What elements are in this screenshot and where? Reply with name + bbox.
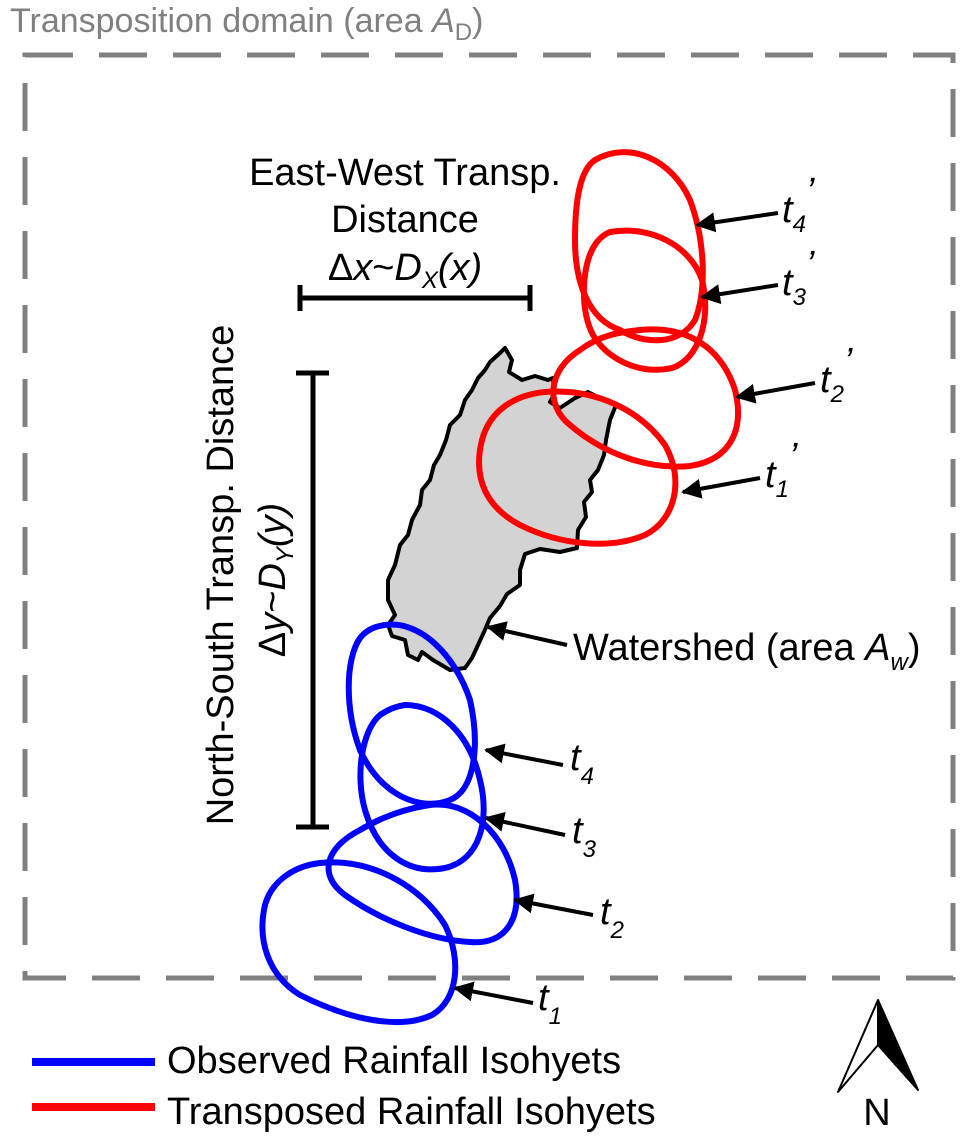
label-t4: t4 [570,737,594,790]
legend: Observed Rainfall Isohyets Transposed Ra… [32,1040,656,1133]
label-t2-prime: t2’ [820,341,853,408]
observed-isohyet-t3 [357,702,487,873]
observed-isohyet-t2 [325,801,520,946]
arrow-watershed [486,621,568,647]
east-west-label-line2: Distance [331,199,479,241]
arrow-t4-prime [695,211,779,233]
north-label: N [863,1092,890,1134]
arrow-t2 [513,893,594,917]
transposed-isohyet-t3 [580,227,709,373]
label-t3: t3 [572,810,597,863]
transposed-isohyet-t4 [572,149,706,344]
label-t1-prime: t1’ [765,436,798,503]
transposition-domain-box [22,52,956,981]
label-t2: t2 [600,891,624,944]
arrow-t3-prime [700,283,779,305]
arrow-t1 [453,981,534,1005]
north-south-distance-bar [296,370,329,830]
east-west-formula: Δx~DX(x) [328,247,482,294]
label-t1: t1 [538,977,562,1030]
label-t4-prime: t4’ [782,171,815,238]
legend-observed-label: Observed Rainfall Isohyets [167,1040,621,1082]
transposed-isohyets [476,149,741,547]
transposed-isohyet-t2 [550,326,741,470]
observed-isohyet-t4 [345,621,478,807]
east-west-label-line1: East-West Transp. [249,152,561,194]
legend-transposed-label: Transposed Rainfall Isohyets [167,1091,656,1133]
transposed-isohyet-t1 [476,388,679,547]
observed-isohyets [259,621,520,1026]
arrow-t3 [484,812,566,837]
north-arrow-icon: N [837,999,919,1134]
arrow-t4 [484,743,564,767]
arrow-t1-prime [681,476,761,499]
arrow-t2-prime [735,381,816,404]
watershed-label: Watershed (area Aw) [573,627,921,676]
domain-title: Transposition domain (area AD) [10,2,483,46]
observed-isohyet-t1 [259,859,459,1026]
north-south-label: North-South Transp. Distance [200,325,242,826]
east-west-distance-bar [297,285,533,311]
label-t3-prime: t3’ [782,244,815,311]
north-south-formula: Δy~DY(y) [252,503,299,657]
